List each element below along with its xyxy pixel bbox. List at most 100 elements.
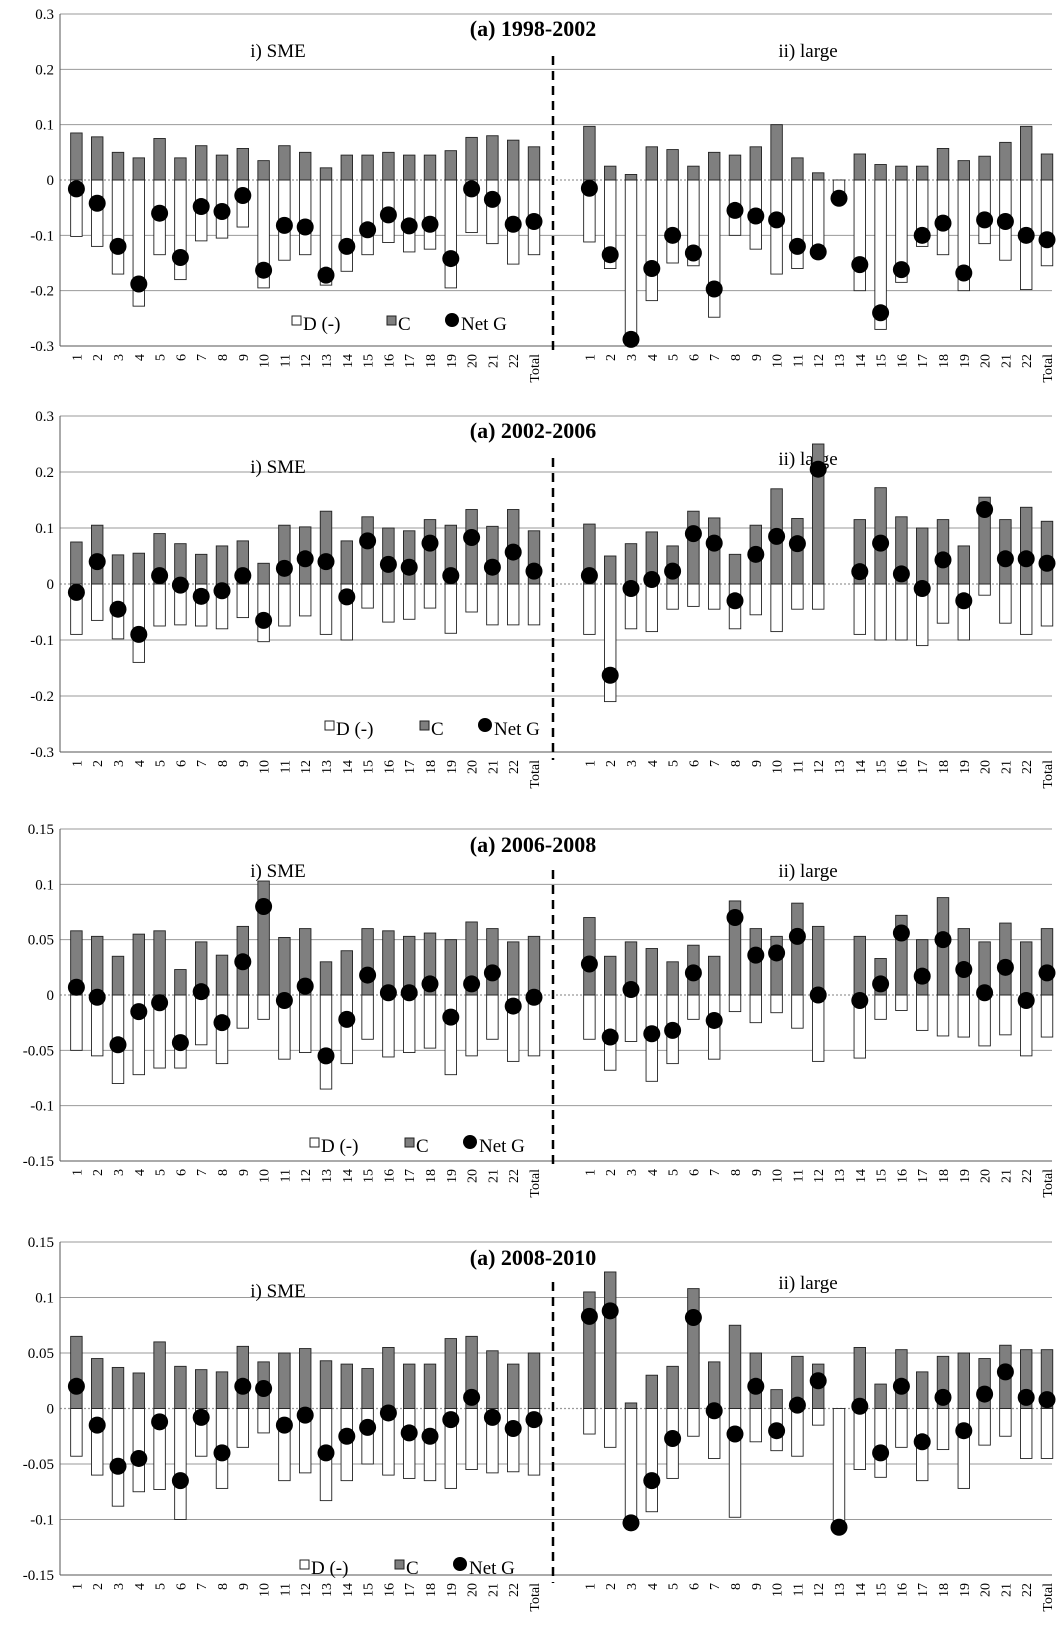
c-bar	[999, 141, 1012, 181]
x-tick-label: 14	[341, 1169, 356, 1183]
x-tick-label: 17	[403, 1583, 418, 1597]
x-tick-label: 9	[237, 354, 252, 361]
c-bar	[1020, 1349, 1033, 1409]
net-g-point	[234, 567, 252, 585]
net-g-point	[1038, 554, 1056, 572]
c-bar	[486, 928, 499, 996]
d-bar	[832, 1408, 846, 1529]
x-tick-label: 14	[854, 760, 869, 774]
legend-d-swatch	[324, 720, 335, 731]
chart-title: (a) 2006-2008	[470, 832, 596, 857]
x-tick-label: 19	[445, 760, 460, 774]
d-bar	[361, 1408, 374, 1465]
d-bar	[957, 1408, 970, 1489]
x-tick-label: 6	[174, 354, 189, 361]
y-tick-label: -0.1	[30, 1099, 54, 1115]
c-bar	[319, 510, 333, 585]
x-tick-label: 5	[667, 1583, 682, 1590]
d-bar	[645, 1408, 658, 1513]
d-bar	[583, 1408, 596, 1435]
d-bar	[791, 179, 804, 269]
x-tick-label: Total	[1041, 760, 1056, 789]
x-tick-label: 21	[486, 1169, 501, 1183]
x-tick-label: 1	[583, 354, 598, 361]
net-g-point	[483, 558, 501, 576]
c-bar	[666, 961, 679, 996]
net-g-point	[643, 1025, 661, 1043]
d-bar	[403, 994, 416, 1053]
x-tick-label: 5	[154, 1169, 169, 1176]
c-bar	[645, 146, 658, 181]
c-bar	[1020, 941, 1033, 996]
y-tick-label: 0.3	[35, 7, 54, 23]
d-bar	[444, 583, 457, 634]
d-bar	[486, 179, 499, 245]
x-tick-label: 17	[403, 1169, 418, 1183]
c-bar	[174, 157, 187, 181]
legend: D (-) C Net G	[299, 1557, 515, 1579]
d-bar	[403, 583, 416, 620]
x-tick-label: 6	[174, 1169, 189, 1176]
net-g-point	[643, 1472, 661, 1490]
c-bar	[70, 1335, 83, 1409]
chart-panel-4: -0.15 -0.1 -0.05 0 0.05 0.1 0.15 (a) 2008-2010 i…	[23, 1235, 1056, 1612]
c-bar	[340, 1363, 353, 1409]
c-bar	[583, 1291, 596, 1409]
c-bar	[812, 443, 825, 585]
net-g-point	[747, 946, 765, 964]
c-bar	[1040, 928, 1054, 996]
c-bar	[486, 1350, 499, 1409]
net-g-point	[747, 1377, 765, 1395]
d-bar	[70, 1408, 83, 1457]
net-g-point	[913, 1433, 931, 1451]
c-bar	[527, 146, 541, 181]
net-g-point	[913, 579, 931, 597]
x-tick-label: 8	[216, 1583, 231, 1590]
x-tick-label: 10	[771, 1583, 786, 1597]
legend-net-g-label: Net G	[479, 1136, 525, 1157]
c-bar	[382, 151, 395, 181]
c-bar	[728, 154, 742, 181]
net-g-point	[151, 567, 169, 585]
net-g-point	[192, 1408, 210, 1426]
x-tick-label: 13	[320, 760, 335, 774]
x-tick-label: 18	[937, 760, 952, 774]
x-tick-label: 5	[667, 354, 682, 361]
d-bar	[174, 994, 187, 1069]
x-tick-label: 21	[999, 1169, 1014, 1183]
net-g-point	[601, 1302, 619, 1320]
y-tick-label: 0.1	[35, 521, 54, 537]
c-bar	[423, 1363, 437, 1409]
c-bar	[666, 149, 679, 181]
net-g-point	[213, 582, 231, 600]
d-bar	[153, 583, 166, 627]
y-tick-label: 0	[47, 577, 55, 593]
c-bar	[299, 928, 312, 996]
net-g-point	[726, 1425, 744, 1443]
net-g-point	[1038, 231, 1056, 249]
x-tick-label: 7	[708, 1169, 723, 1176]
y-tick-label: 0.1	[35, 118, 54, 134]
c-bar	[770, 124, 783, 181]
x-tick-label: 11	[278, 1583, 293, 1596]
net-g-point	[109, 237, 127, 255]
net-g-point	[255, 611, 273, 629]
x-tick-label: 8	[729, 1583, 744, 1590]
x-tick-label: 1	[70, 760, 85, 767]
net-g-point	[504, 543, 522, 561]
x-tick-label: 21	[999, 1583, 1014, 1597]
net-g-point	[1017, 226, 1035, 244]
c-bar	[215, 954, 229, 996]
d-bar	[361, 583, 374, 609]
net-g-point	[317, 266, 335, 284]
x-tick-label: 2	[604, 354, 619, 361]
c-bar	[132, 157, 146, 181]
c-bar	[604, 955, 617, 996]
net-g-point	[151, 994, 169, 1012]
x-tick-label: 7	[195, 1583, 210, 1590]
net-g-point	[109, 1036, 127, 1054]
x-tick-label: Total	[528, 354, 543, 383]
group-label: i) SME	[250, 457, 305, 478]
x-tick-label: 14	[341, 354, 356, 368]
x-tick-label: Total	[528, 760, 543, 789]
